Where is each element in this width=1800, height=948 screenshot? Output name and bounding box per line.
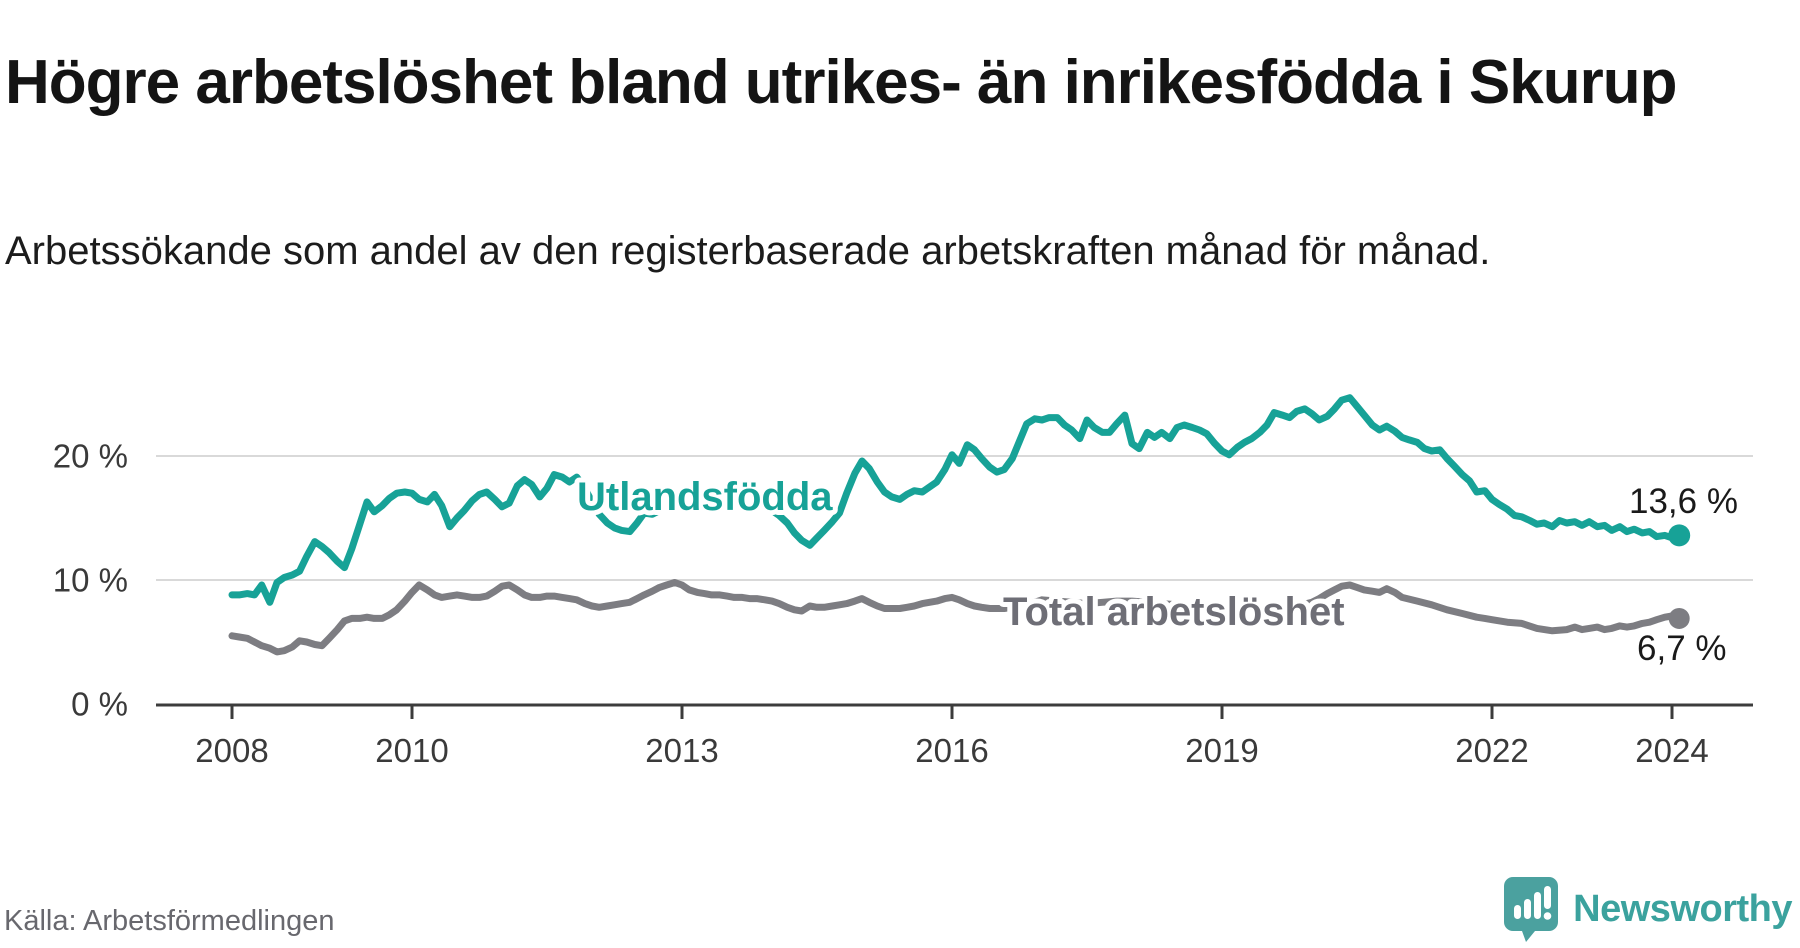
source-note: Källa: Arbetsförmedlingen [4, 905, 335, 937]
end-value-label-total: 6,7 % [1637, 629, 1727, 668]
bar-2 [1524, 899, 1532, 919]
series-line-total [228, 579, 1683, 656]
exclamation-dot [1543, 912, 1552, 920]
axis-group: 0 % 10 % 20 % 2008 2010 2013 2016 2019 2022 2024 [53, 438, 1753, 769]
y-axis-label-0: 0 % [71, 686, 128, 723]
exclamation-stem [1544, 886, 1552, 909]
newsworthy-wordmark: Newsworthy [1573, 887, 1792, 930]
series-line-utlandsfodda [228, 394, 1683, 606]
newsworthy-brand[interactable]: Newsworthy [1503, 876, 1792, 942]
bar-3 [1534, 892, 1542, 919]
x-axis-label-2022: 2022 [1455, 732, 1528, 769]
chart-title: Högre arbetslöshet bland utrikes- än inr… [5, 47, 1677, 117]
end-dot-total [1668, 607, 1690, 629]
x-axis-label-2010: 2010 [375, 732, 448, 769]
y-axis-label-20: 20 % [53, 438, 128, 475]
x-axis-label-2016: 2016 [915, 732, 988, 769]
series-label-utlandsfodda: Utlandsfödda [577, 475, 833, 519]
y-axis-label-10: 10 % [53, 562, 128, 599]
end-dot-utlandsfodda [1668, 524, 1691, 547]
x-axis-label-2008: 2008 [195, 732, 268, 769]
x-axis-label-2024: 2024 [1635, 732, 1708, 769]
series-labels-group: Utlandsfödda 13,6 % Total arbetslöshet 6,7 … [572, 470, 1738, 668]
series-label-total: Total arbetslöshet [1003, 590, 1345, 634]
x-axis-label-2013: 2013 [645, 732, 718, 769]
bar-1 [1514, 905, 1522, 919]
series-group [228, 394, 1683, 656]
newsworthy-logo-icon [1504, 877, 1559, 942]
chart-subtitle: Arbetssökande som andel av den registerb… [5, 229, 1491, 273]
x-axis-label-2019: 2019 [1185, 732, 1258, 769]
end-value-label-utlandsfodda: 13,6 % [1629, 482, 1738, 521]
